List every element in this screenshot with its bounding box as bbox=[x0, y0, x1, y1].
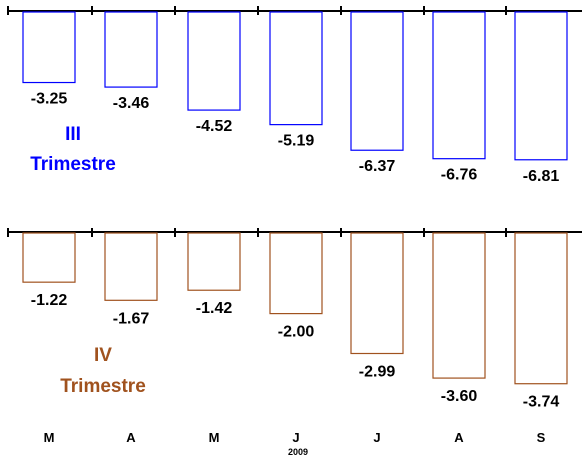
x-tick-label: J bbox=[292, 430, 299, 445]
panel-iii-trimestre: -3.25 -3.46-4.52-5.19-6.37 -6.76 -6.81 III … bbox=[7, 6, 582, 185]
data-label: -3.74 bbox=[523, 394, 560, 411]
x-tick-label: A bbox=[454, 430, 464, 445]
panel-iv-trimestre: -1.22 -1.67 -1.42 -2.00 -2.99 -3.60 -3.74 IV T… bbox=[7, 228, 582, 411]
bar bbox=[187, 232, 241, 291]
bar bbox=[104, 232, 158, 301]
bar bbox=[22, 11, 76, 84]
data-label: -2.00 bbox=[278, 324, 315, 341]
data-label: -5.19 bbox=[278, 133, 315, 150]
data-label: -2.99 bbox=[359, 363, 396, 380]
bar bbox=[22, 232, 76, 283]
bar bbox=[514, 232, 568, 385]
panel-title-line-2: Trimestre bbox=[60, 376, 146, 397]
data-label: -4.52 bbox=[196, 118, 233, 135]
data-label: -3.25 bbox=[31, 91, 68, 108]
data-label: -1.22 bbox=[31, 292, 68, 309]
panel-title-line-2: Trimestre bbox=[30, 154, 116, 175]
bar bbox=[350, 232, 404, 355]
data-label: -3.46 bbox=[113, 95, 150, 112]
bar bbox=[432, 11, 486, 160]
x-tick-label: M bbox=[209, 430, 220, 445]
bar bbox=[350, 11, 404, 151]
x-tick-label: A bbox=[126, 430, 136, 445]
x-tick-label: J bbox=[373, 430, 380, 445]
bar bbox=[269, 232, 323, 315]
x-tick-label: M bbox=[44, 430, 55, 445]
data-label: -6.76 bbox=[441, 167, 478, 184]
data-label: -3.60 bbox=[441, 388, 478, 405]
data-label: -1.42 bbox=[196, 300, 233, 317]
bar bbox=[269, 11, 323, 126]
x-tick-label: S bbox=[537, 430, 546, 445]
x-axis-year-label: 2009 bbox=[288, 447, 308, 457]
bar bbox=[187, 11, 241, 111]
data-label: -6.81 bbox=[523, 168, 560, 185]
bar bbox=[432, 232, 486, 379]
data-label: -1.67 bbox=[113, 310, 150, 327]
data-label: -6.37 bbox=[359, 158, 396, 175]
panel-title-line-1: IV bbox=[94, 345, 112, 366]
bar bbox=[104, 11, 158, 88]
bar bbox=[514, 11, 568, 161]
panel-title-line-1: III bbox=[65, 124, 81, 145]
